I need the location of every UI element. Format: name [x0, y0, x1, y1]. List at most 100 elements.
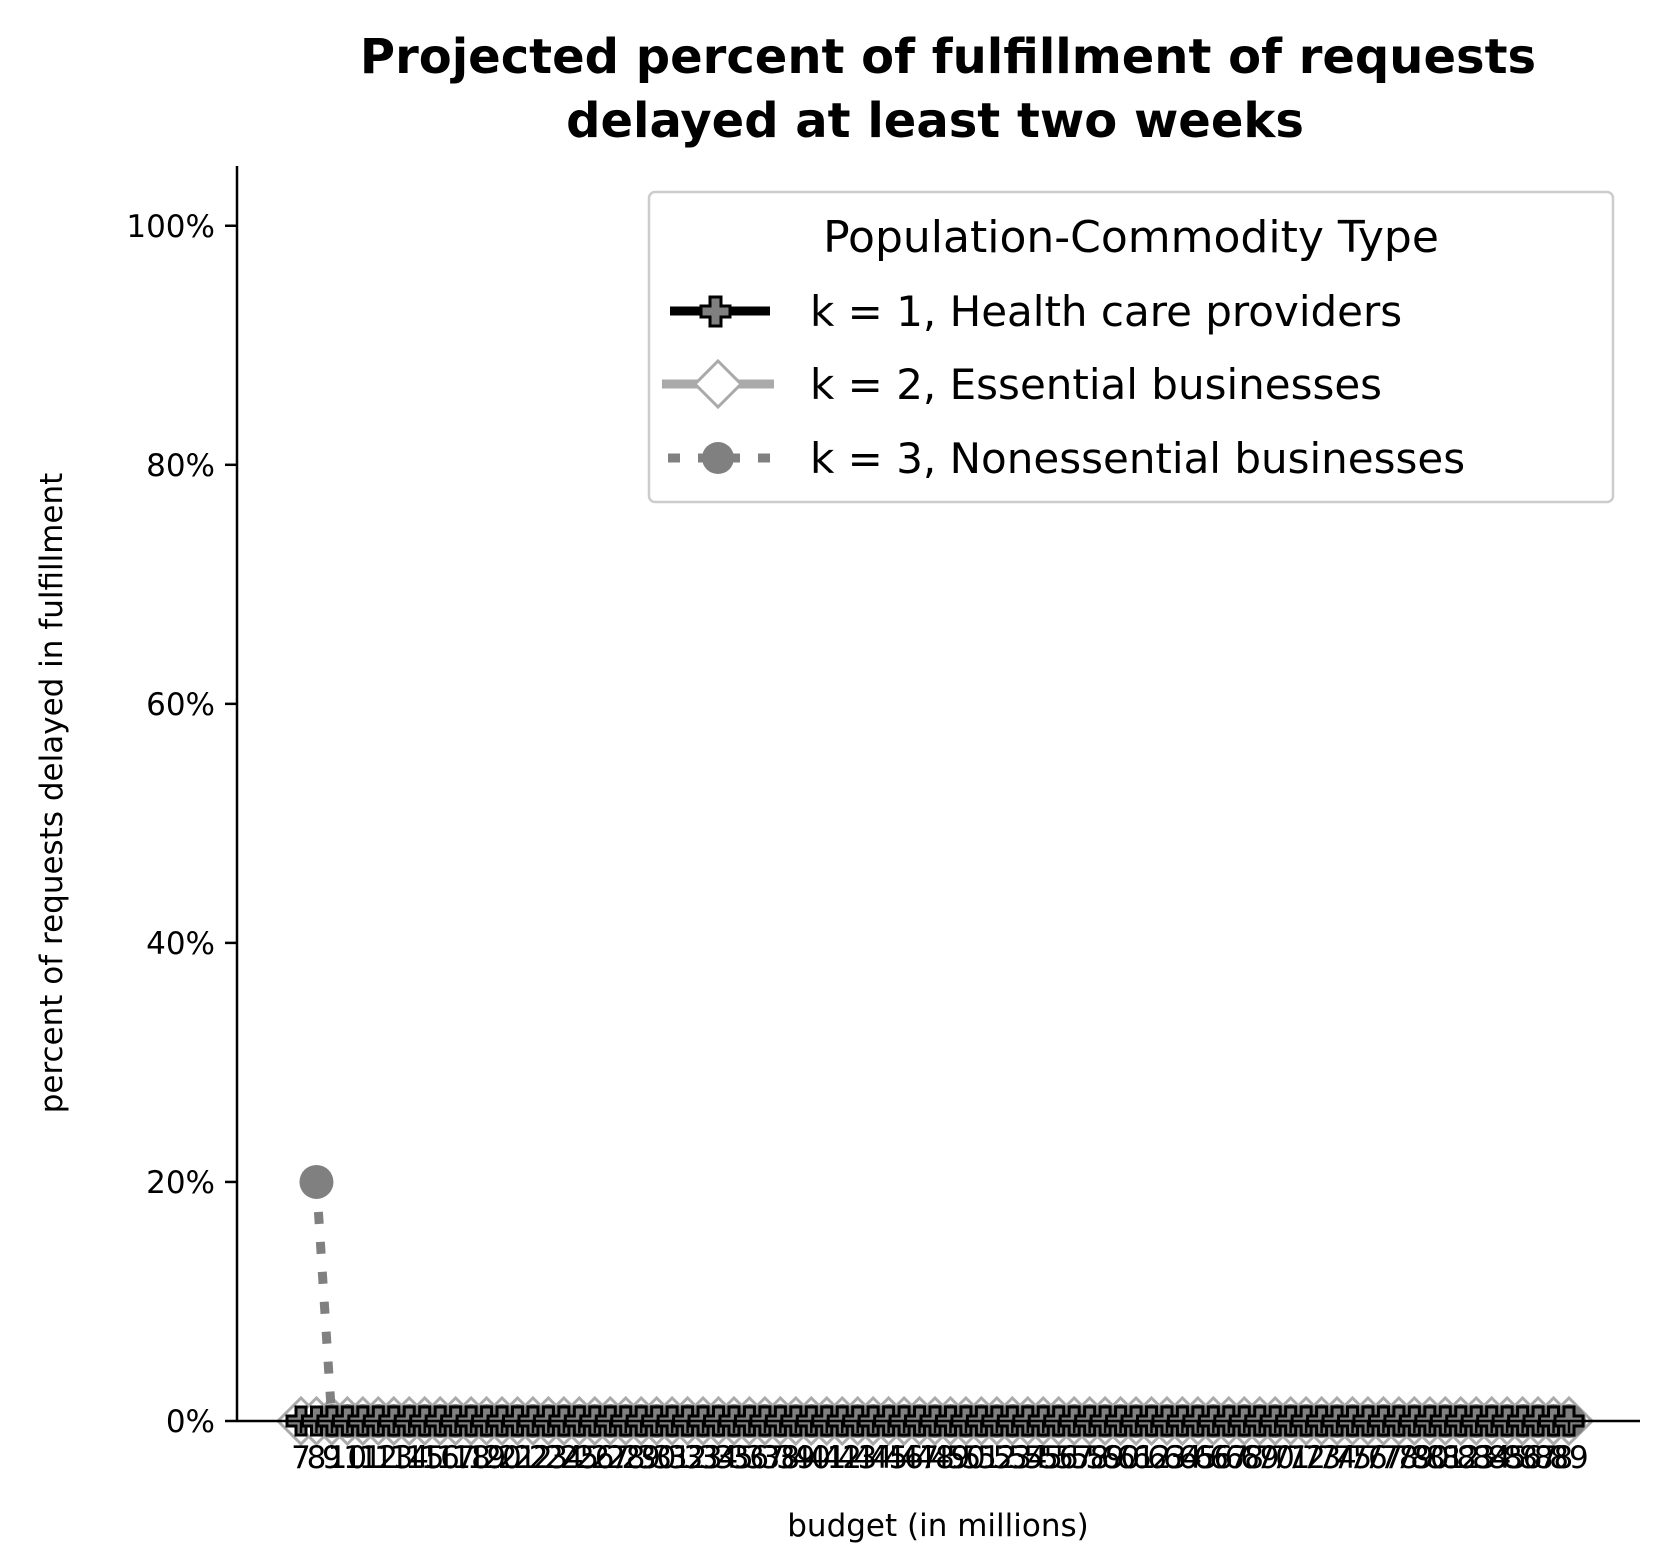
- x-tick-label: 89: [1549, 1440, 1588, 1476]
- x-tick-label: 26: [575, 1440, 614, 1476]
- x-tick-label: 78: [1379, 1440, 1418, 1476]
- x-tick-label: 37: [745, 1440, 784, 1476]
- x-tick-label: 86: [1503, 1440, 1542, 1476]
- chart-title-line-1: Projected percent of fulfillment of requ…: [360, 29, 1536, 85]
- legend: Population-Commodity Type k = 1, Health …: [647, 190, 1615, 504]
- x-tick-label: 29: [621, 1440, 660, 1476]
- x-tick-label: 52: [977, 1440, 1016, 1476]
- x-tick-label: 84: [1472, 1440, 1511, 1476]
- x-tick-label: 68: [1225, 1440, 1264, 1476]
- series-layer: [275, 1164, 1595, 1447]
- x-axis-label: budget (in millions): [787, 1508, 1088, 1544]
- legend-entry-3: k = 3, Nonessential businesses: [668, 434, 1465, 483]
- legend-frame: [647, 190, 1615, 504]
- x-tick-label: 58: [1070, 1440, 1109, 1476]
- x-tick-label: 33: [683, 1440, 722, 1476]
- y-tick-label: 100%: [126, 209, 215, 245]
- x-tick-label: 85: [1487, 1440, 1526, 1476]
- legend-entry-1: k = 1, Health care providers: [670, 287, 1402, 336]
- x-tick-label: 71: [1271, 1440, 1310, 1476]
- x-tick-label: 70: [1255, 1440, 1294, 1476]
- x-tick-label: 25: [560, 1440, 599, 1476]
- x-tick-label: 13: [374, 1440, 413, 1476]
- x-tick-label: 57: [1054, 1440, 1093, 1476]
- x-tick-label: 47: [900, 1440, 939, 1476]
- x-tick-label: 46: [884, 1440, 923, 1476]
- x-tick-label: 20: [482, 1440, 521, 1476]
- x-tick-label: 75: [1333, 1440, 1372, 1476]
- x-tick-label: 83: [1456, 1440, 1495, 1476]
- x-tick-label: 44: [853, 1440, 892, 1476]
- x-tick-label: 38: [761, 1440, 800, 1476]
- x-tick-label: 28: [606, 1440, 645, 1476]
- x-tick-label: 50: [946, 1440, 985, 1476]
- legend-marker-plus-icon: [699, 295, 732, 328]
- x-tick-label: 8: [307, 1440, 327, 1476]
- x-tick-label: 54: [1008, 1440, 1047, 1476]
- x-tick-label: 76: [1348, 1440, 1387, 1476]
- x-tick-label: 77: [1364, 1440, 1403, 1476]
- x-tick-label: 19: [467, 1440, 506, 1476]
- legend-entry-2: k = 2, Essential businesses: [662, 358, 1382, 410]
- legend-label-2: k = 2, Essential businesses: [810, 360, 1382, 409]
- x-tick-label: 79: [1395, 1440, 1434, 1476]
- x-tick-label: 73: [1302, 1440, 1341, 1476]
- legend-label-1: k = 1, Health care providers: [810, 287, 1402, 336]
- x-tick-label: 51: [962, 1440, 1001, 1476]
- x-tick-label: 22: [513, 1440, 552, 1476]
- x-tick-label: 17: [436, 1440, 475, 1476]
- x-tick-label: 49: [931, 1440, 970, 1476]
- x-tick-label: 35: [714, 1440, 753, 1476]
- x-tick-label: 66: [1194, 1440, 1233, 1476]
- x-tick-label: 61: [1116, 1440, 1155, 1476]
- x-tick-label: 21: [498, 1440, 537, 1476]
- x-tick-label: 80: [1410, 1440, 1449, 1476]
- x-tick-label: 18: [451, 1440, 490, 1476]
- legend-label-3: k = 3, Nonessential businesses: [810, 434, 1465, 483]
- chart-title-line-2: delayed at least two weeks: [566, 93, 1304, 149]
- x-tick-label: 11: [343, 1440, 382, 1476]
- series-3: [299, 1164, 1586, 1438]
- x-tick-label: 63: [1147, 1440, 1186, 1476]
- x-tick-label: 39: [776, 1440, 815, 1476]
- x-tick-label: 53: [993, 1440, 1032, 1476]
- x-tick-label: 62: [1132, 1440, 1171, 1476]
- x-tick-label: 59: [1085, 1440, 1124, 1476]
- x-tick-label: 31: [652, 1440, 691, 1476]
- x-tick-label: 10: [328, 1440, 367, 1476]
- legend-marker-diamond-icon: [692, 358, 744, 410]
- x-tick-label: 43: [838, 1440, 877, 1476]
- x-tick-label: 82: [1441, 1440, 1480, 1476]
- legend-title: Population-Commodity Type: [823, 212, 1439, 263]
- x-tick-label: 7: [291, 1440, 311, 1476]
- x-tick-label: 88: [1534, 1440, 1573, 1476]
- x-tick-label: 23: [529, 1440, 568, 1476]
- x-tick-label: 45: [869, 1440, 908, 1476]
- legend-marker-circle-icon: [702, 442, 734, 474]
- y-tick-label: 20%: [146, 1165, 215, 1201]
- x-tick-label: 27: [591, 1440, 630, 1476]
- x-tick-label: 81: [1426, 1440, 1465, 1476]
- y-tick-label: 0%: [166, 1404, 215, 1440]
- x-tick-label: 64: [1163, 1440, 1202, 1476]
- x-tick-label: 48: [915, 1440, 954, 1476]
- data-point: [299, 1164, 334, 1199]
- y-tick-label: 40%: [146, 926, 215, 962]
- x-tick-label: 74: [1317, 1440, 1356, 1476]
- series-line-3: [312, 1181, 1569, 1426]
- x-tick-label: 24: [544, 1440, 583, 1476]
- x-tick-label: 16: [420, 1440, 459, 1476]
- x-tick-label: 15: [405, 1440, 444, 1476]
- y-tick-label: 60%: [146, 687, 215, 723]
- x-tick-label: 30: [637, 1440, 676, 1476]
- y-tick-label: 80%: [146, 448, 215, 484]
- x-tick-label: 12: [359, 1440, 398, 1476]
- x-tick-label: 14: [390, 1440, 429, 1476]
- y-ticks: 0% 20% 40% 60% 80% 100%: [126, 209, 237, 1440]
- x-tick-label: 60: [1101, 1440, 1140, 1476]
- x-tick-label: 56: [1039, 1440, 1078, 1476]
- x-tick-label: 9: [322, 1440, 342, 1476]
- x-tick-label: 55: [1024, 1440, 1063, 1476]
- x-tick-label: 65: [1178, 1440, 1217, 1476]
